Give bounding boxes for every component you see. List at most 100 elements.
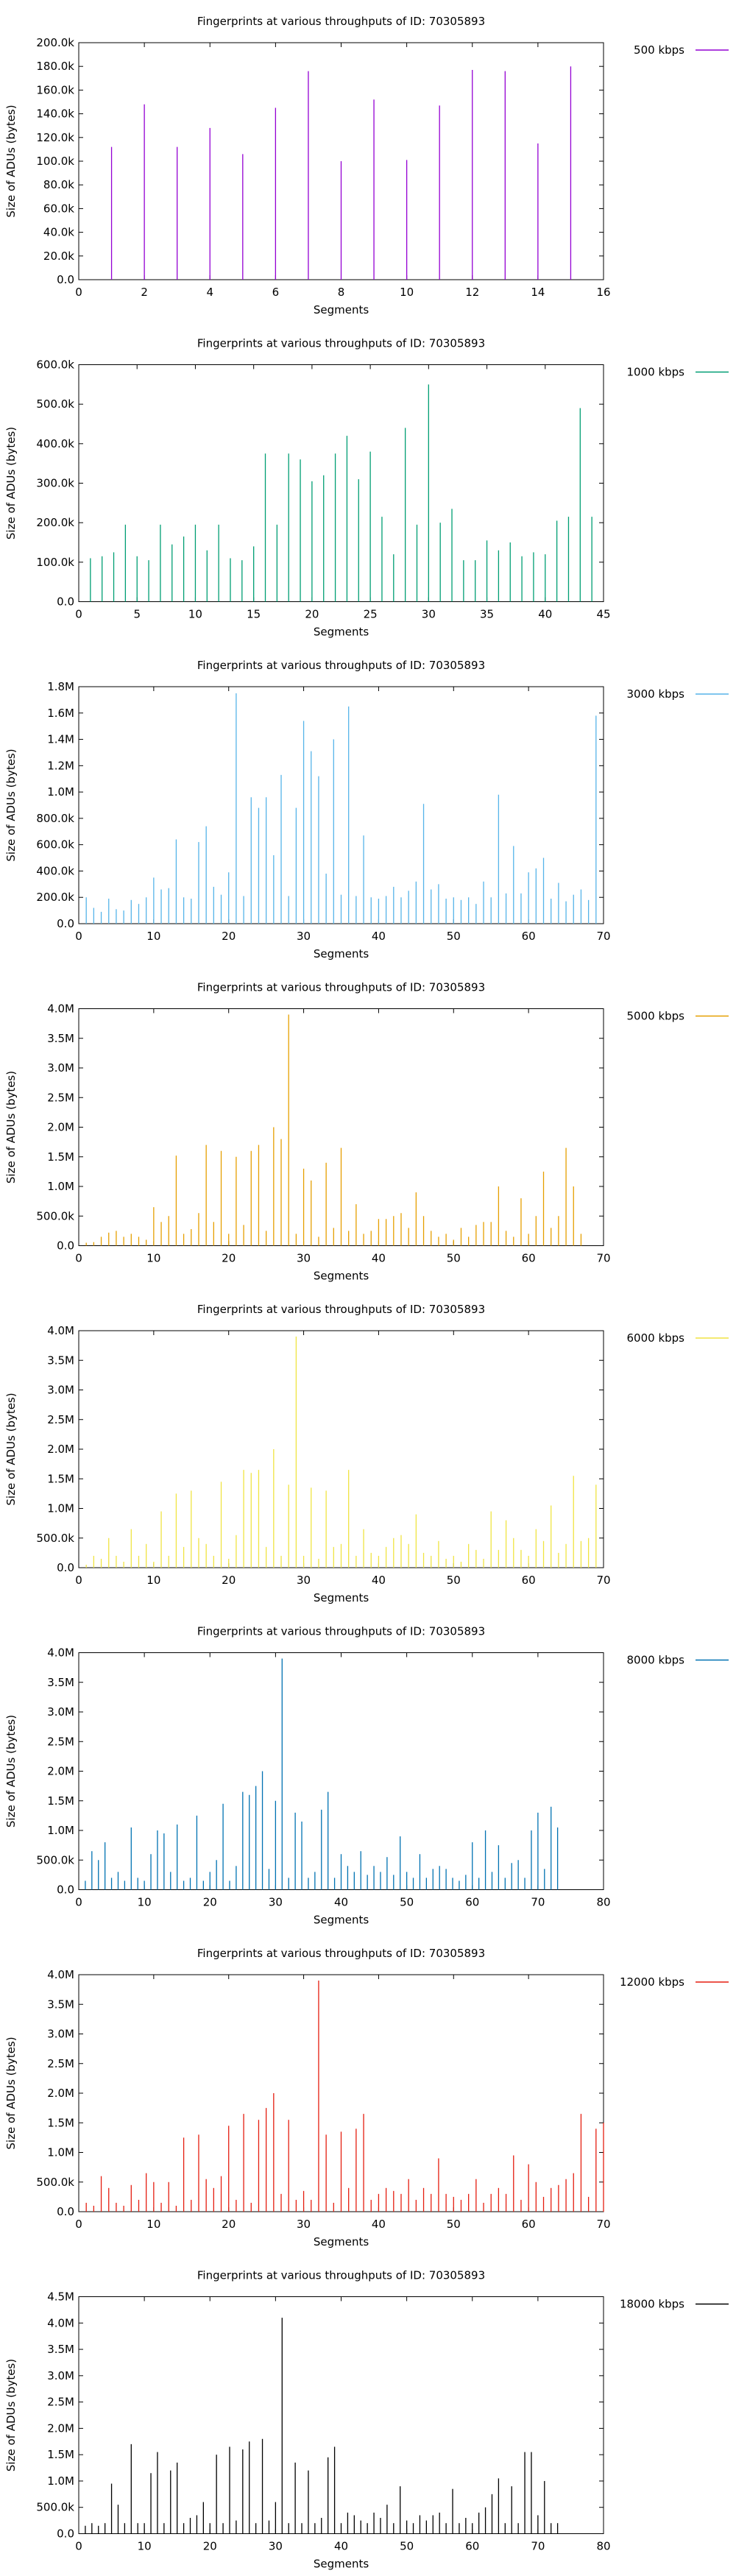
y-tick-label: 4.0M [47, 1646, 74, 1660]
x-axis-label: Segments [314, 1914, 369, 1927]
x-tick-label: 0 [75, 1252, 82, 1265]
legend-label: 6000 kbps [627, 1331, 685, 1345]
legend-label: 5000 kbps [627, 1010, 685, 1023]
x-axis-label: Segments [314, 2558, 369, 2571]
x-axis-label: Segments [314, 947, 369, 960]
y-tick-label: 3.0M [47, 2028, 74, 2041]
y-axis-label: Size of ADUs (bytes) [4, 105, 18, 217]
x-tick-label: 10 [146, 1574, 160, 1587]
x-tick-label: 15 [247, 608, 261, 621]
y-tick-label: 2.5M [47, 2396, 74, 2409]
y-tick-label: 0.0 [57, 273, 74, 286]
y-tick-label: 1.0M [47, 1824, 74, 1837]
x-tick-label: 50 [447, 2218, 461, 2231]
legend-label: 8000 kbps [627, 1654, 685, 1667]
x-tick-label: 40 [372, 1574, 386, 1587]
x-tick-label: 10 [146, 930, 160, 943]
y-tick-label: 4.0M [47, 1968, 74, 1981]
x-tick-label: 40 [372, 930, 386, 943]
x-tick-label: 10 [146, 2218, 160, 2231]
x-tick-label: 70 [596, 1252, 610, 1265]
y-tick-label: 200.0k [36, 516, 74, 529]
legend-label: 12000 kbps [620, 1975, 684, 1989]
y-tick-label: 1.6M [47, 707, 74, 720]
x-tick-label: 20 [222, 1252, 236, 1265]
y-tick-label: 1.5M [47, 1150, 74, 1164]
x-tick-label: 40 [334, 1896, 348, 1909]
y-tick-label: 1.4M [47, 733, 74, 746]
y-axis-label: Size of ADUs (bytes) [4, 427, 18, 539]
y-tick-label: 4.0M [47, 1002, 74, 1016]
x-axis-label: Segments [314, 1270, 369, 1283]
y-tick-label: 1.5M [47, 1794, 74, 1808]
x-tick-label: 30 [269, 2540, 283, 2553]
x-tick-label: 50 [447, 1574, 461, 1587]
y-tick-label: 500.0k [36, 397, 74, 411]
x-axis-label: Segments [314, 2235, 369, 2248]
legend-label: 3000 kbps [627, 687, 685, 701]
y-tick-label: 3.5M [47, 1354, 74, 1367]
y-tick-label: 800.0k [36, 812, 74, 825]
x-axis-label: Segments [314, 303, 369, 316]
y-tick-label: 100.0k [36, 556, 74, 569]
x-tick-label: 30 [297, 1574, 311, 1587]
x-tick-label: 30 [422, 608, 436, 621]
y-tick-label: 1.5M [47, 2116, 74, 2129]
y-tick-label: 400.0k [36, 864, 74, 877]
x-tick-label: 0 [75, 1896, 82, 1909]
y-tick-label: 1.2M [47, 759, 74, 772]
y-tick-label: 1.0M [47, 1180, 74, 1193]
legend-label: 18000 kbps [620, 2298, 684, 2311]
x-tick-label: 0 [75, 2218, 82, 2231]
y-tick-label: 3.5M [47, 1998, 74, 2011]
x-tick-label: 20 [222, 2218, 236, 2231]
chart-title: Fingerprints at various throughputs of I… [197, 981, 485, 994]
y-tick-label: 3.0M [47, 1705, 74, 1719]
y-tick-label: 0.0 [57, 1239, 74, 1253]
y-tick-label: 1.0M [47, 785, 74, 799]
y-tick-label: 1.0M [47, 2474, 74, 2488]
x-tick-label: 20 [203, 2540, 217, 2553]
y-tick-label: 1.8M [47, 680, 74, 693]
y-tick-label: 2.5M [47, 1091, 74, 1104]
x-tick-label: 4 [206, 286, 213, 299]
y-tick-label: 2.5M [47, 2057, 74, 2070]
x-tick-label: 50 [400, 2540, 414, 2553]
chart-panel: Fingerprints at various throughputs of I… [4, 659, 729, 960]
x-axis-label: Segments [314, 626, 369, 639]
y-axis-label: Size of ADUs (bytes) [4, 2359, 18, 2471]
y-tick-label: 1.5M [47, 2448, 74, 2461]
x-tick-label: 40 [334, 2540, 348, 2553]
y-tick-label: 500.0k [36, 1532, 74, 1545]
chart-panel: Fingerprints at various throughputs of I… [4, 1947, 729, 2248]
chart-panel: Fingerprints at various throughputs of I… [4, 15, 729, 316]
y-tick-label: 0.0 [57, 1561, 74, 1574]
y-tick-label: 0.0 [57, 917, 74, 930]
y-tick-label: 4.0M [47, 2316, 74, 2329]
x-tick-label: 10 [146, 1252, 160, 1265]
x-tick-label: 20 [203, 1896, 217, 1909]
x-tick-label: 0 [75, 286, 82, 299]
y-axis-label: Size of ADUs (bytes) [4, 1393, 18, 1505]
y-tick-label: 2.5M [47, 1735, 74, 1748]
chart-panel: Fingerprints at various throughputs of I… [4, 337, 729, 639]
x-tick-label: 10 [188, 608, 202, 621]
y-tick-label: 120.0k [36, 131, 74, 144]
x-tick-label: 12 [465, 286, 479, 299]
plot-frame [78, 686, 604, 924]
y-tick-label: 0.0 [57, 2205, 74, 2218]
y-tick-label: 600.0k [36, 358, 74, 372]
x-tick-label: 35 [480, 608, 494, 621]
chart-title: Fingerprints at various throughputs of I… [197, 1625, 485, 1638]
y-tick-label: 3.5M [47, 1676, 74, 1689]
y-tick-label: 2.0M [47, 2421, 74, 2435]
y-tick-label: 20.0k [43, 250, 74, 263]
x-tick-label: 30 [269, 1896, 283, 1909]
x-tick-label: 60 [522, 2218, 536, 2231]
y-tick-label: 60.0k [43, 202, 74, 215]
y-axis-label: Size of ADUs (bytes) [4, 749, 18, 861]
x-tick-label: 2 [141, 286, 148, 299]
x-tick-label: 14 [531, 286, 545, 299]
chart-panel: Fingerprints at various throughputs of I… [4, 1303, 729, 1604]
x-tick-label: 0 [75, 1574, 82, 1587]
